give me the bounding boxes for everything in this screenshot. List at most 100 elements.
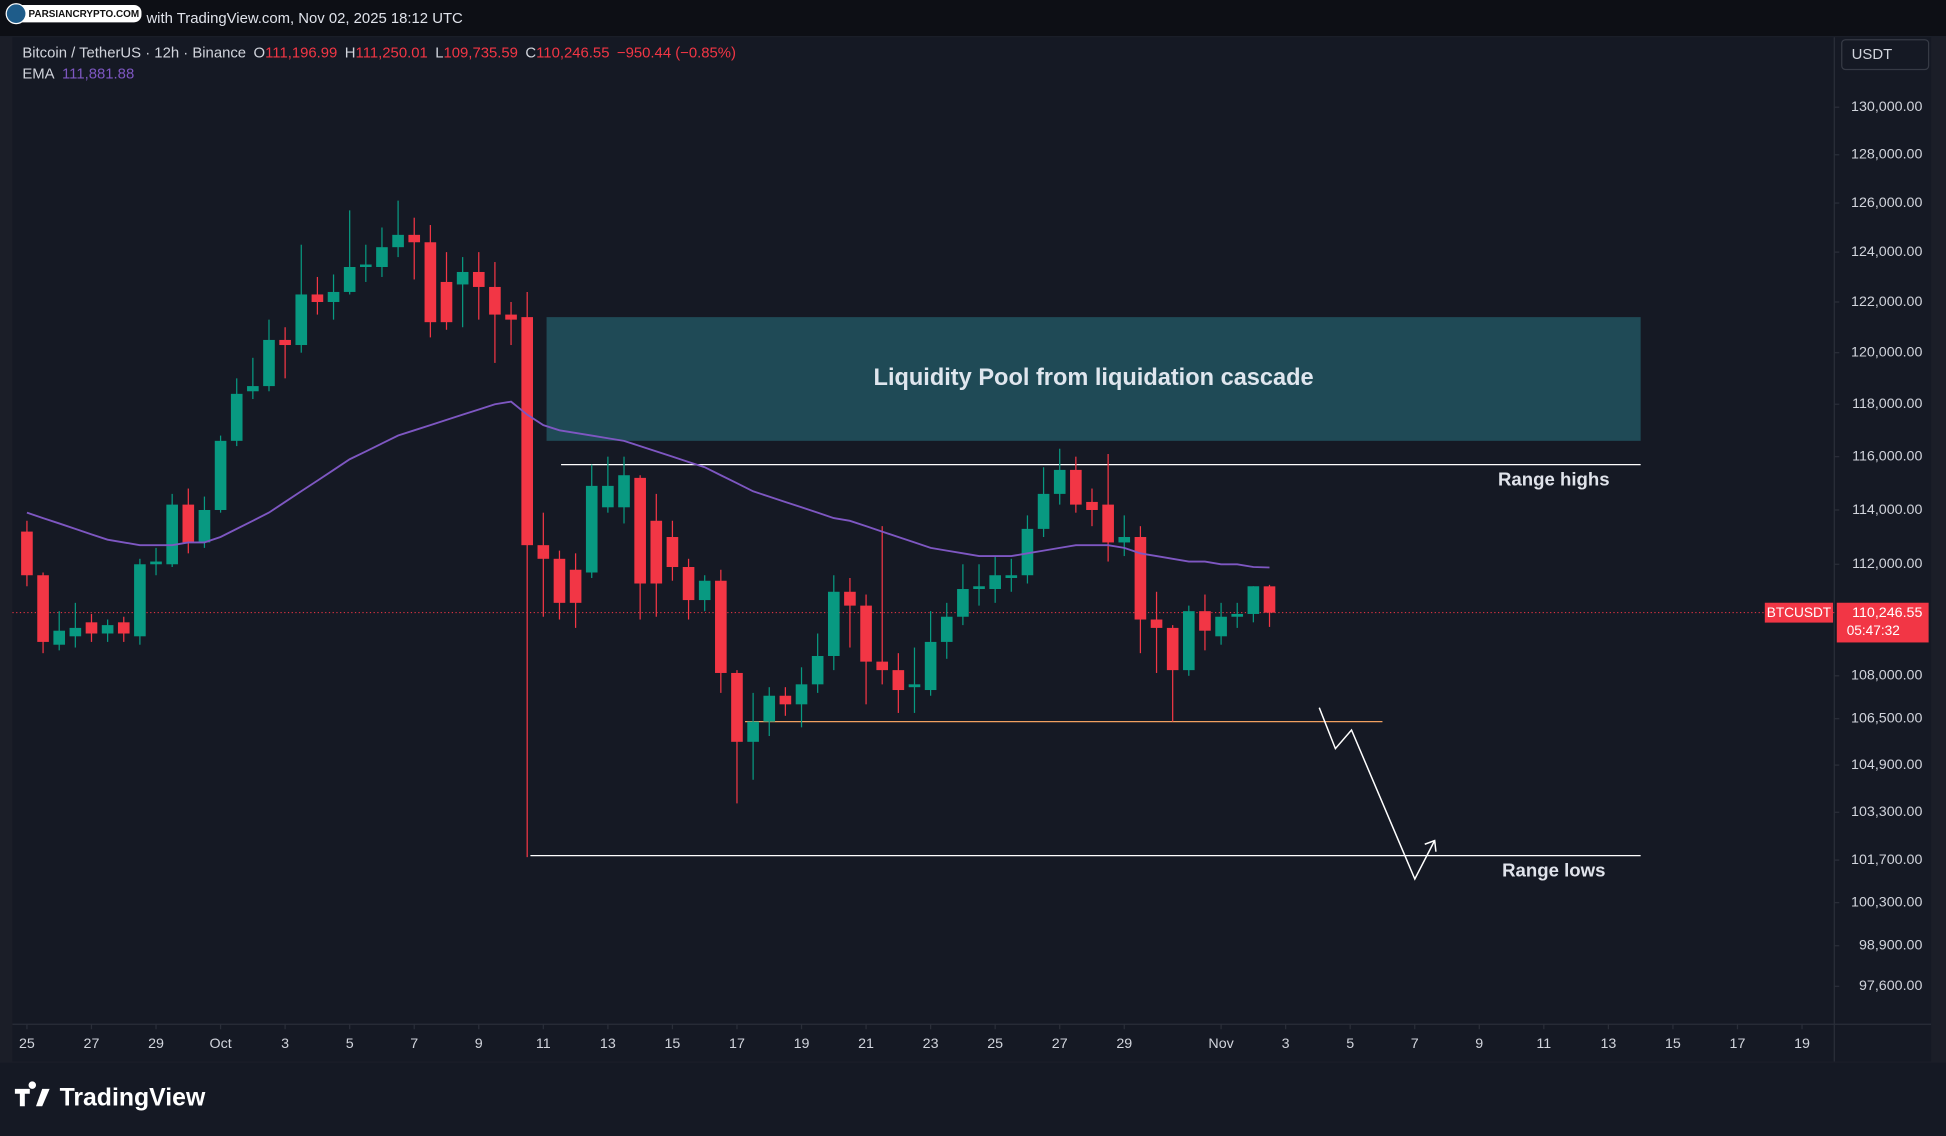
footer — [0, 1062, 1946, 1136]
candle-body — [908, 684, 921, 688]
candle-body — [779, 695, 792, 705]
candle-body — [940, 616, 953, 642]
x-tick-label: 11 — [536, 1036, 551, 1052]
x-tick-label: 29 — [148, 1036, 164, 1052]
price-tag-symbol-bg — [1764, 602, 1834, 623]
candle-body — [150, 561, 162, 565]
x-tick-label: 29 — [1116, 1036, 1132, 1052]
y-tick-label: 100,300.00 — [1851, 894, 1922, 910]
y-tick-label: 118,000.00 — [1852, 396, 1922, 412]
candle-body — [85, 622, 98, 634]
candle-body — [1053, 469, 1066, 494]
x-tick-label: 7 — [410, 1036, 418, 1052]
candle-body — [634, 477, 646, 584]
candle-body — [214, 440, 227, 510]
candle-body — [21, 531, 33, 576]
candle-body — [1231, 613, 1244, 617]
candle-body — [957, 589, 969, 617]
currency[interactable]: USDT — [1852, 47, 1892, 63]
candle-body — [1150, 619, 1163, 628]
candle-body — [763, 695, 776, 722]
candle-body — [650, 520, 663, 584]
candle-body — [37, 575, 49, 642]
candle-body — [924, 641, 937, 691]
candle-body — [1037, 493, 1050, 529]
candle-body — [666, 537, 679, 568]
zone — [546, 317, 1641, 441]
symbol: Bitcoin / TetherUS · 12h · Binance — [22, 45, 246, 61]
currency-box[interactable] — [1841, 39, 1930, 71]
x-tick-label: 27 — [1052, 1036, 1068, 1052]
candle-body — [569, 569, 582, 603]
caption: with TradingView.com, Nov 02, 2025 18:12… — [145, 11, 463, 27]
x-tick-label: 9 — [475, 1036, 483, 1052]
candle-body — [1166, 627, 1179, 671]
candle-body — [747, 721, 759, 742]
y-tick-label: 106,500.00 — [1851, 710, 1922, 726]
candle-body — [279, 339, 291, 346]
candle-body — [811, 655, 824, 685]
candle-body — [618, 475, 630, 508]
y-tick-label: 124,000.00 — [1851, 244, 1922, 260]
brand: PARSIANCRYPTO.COM — [29, 9, 140, 20]
ema-name: EMA — [22, 66, 54, 82]
candle-body — [682, 567, 695, 601]
candle-body — [360, 264, 372, 268]
ema-line — [26, 400, 1270, 569]
candle-body — [472, 271, 485, 287]
candle-body — [489, 286, 501, 315]
legend-header: Bitcoin / TetherUS · 12h · Binance O111,1… — [22, 45, 736, 61]
footer-brand: TradingView — [60, 1084, 206, 1111]
ema-value: 111,881.88 — [62, 66, 134, 82]
candle-body — [198, 509, 211, 543]
candle-body — [327, 291, 340, 302]
candle-body — [1118, 537, 1131, 543]
x-tick-label: Nov — [1208, 1036, 1234, 1052]
candle-body — [553, 558, 566, 603]
candle-body — [1199, 611, 1211, 631]
chart-panel — [12, 37, 1932, 1062]
y-tick-label: 112,000.00 — [1852, 556, 1922, 572]
candle-body — [1070, 469, 1082, 505]
candle-body — [134, 564, 146, 637]
x-tick-label: 9 — [1475, 1036, 1483, 1052]
y-tick-label: 126,000.00 — [1851, 195, 1922, 211]
candle-body — [989, 575, 1001, 590]
candle-body — [602, 485, 614, 508]
x-tick-label: 17 — [1730, 1036, 1746, 1052]
x-tick-label: 17 — [729, 1036, 745, 1052]
candle-body — [117, 622, 130, 634]
candle-body — [973, 586, 985, 590]
candle-body — [1102, 504, 1114, 543]
candle-body — [1183, 611, 1195, 671]
candle-body — [182, 504, 195, 543]
candle-body — [263, 339, 275, 387]
change: −950.44 (−0.85%) — [617, 45, 736, 61]
x-tick-label: 13 — [600, 1036, 616, 1052]
x-tick-label: 21 — [858, 1036, 874, 1052]
price-tag-countdown: 05:47:32 — [1847, 623, 1900, 638]
candle-body — [230, 393, 243, 441]
candle-body — [585, 485, 598, 573]
candle-body — [53, 630, 66, 645]
y-tick-label: 122,000.00 — [1851, 294, 1922, 310]
candle-body — [392, 234, 404, 248]
candle-body — [166, 504, 178, 565]
y-tick-label: 103,300.00 — [1851, 804, 1922, 820]
candle-body — [521, 317, 533, 546]
x-tick-label: 23 — [923, 1036, 939, 1052]
c-key: C — [525, 45, 536, 61]
candle-body — [295, 294, 308, 346]
candle-body — [795, 684, 808, 705]
y-tick-label: 97,600.00 — [1859, 978, 1923, 994]
candle-body — [892, 670, 905, 691]
candle-body — [731, 672, 743, 742]
candle-body — [440, 281, 453, 323]
y-tick-label: 116,000.00 — [1852, 448, 1922, 464]
x-tick-label: 15 — [1665, 1036, 1681, 1052]
level-label: Range highs — [1498, 469, 1610, 490]
candle-body — [376, 247, 388, 268]
y-tick-label: 101,700.00 — [1851, 852, 1922, 868]
x-tick-label: 19 — [1794, 1036, 1810, 1052]
plot: 130,000.00 128,000.00 126,000.00 124,000.00… — [12, 99, 1922, 1052]
